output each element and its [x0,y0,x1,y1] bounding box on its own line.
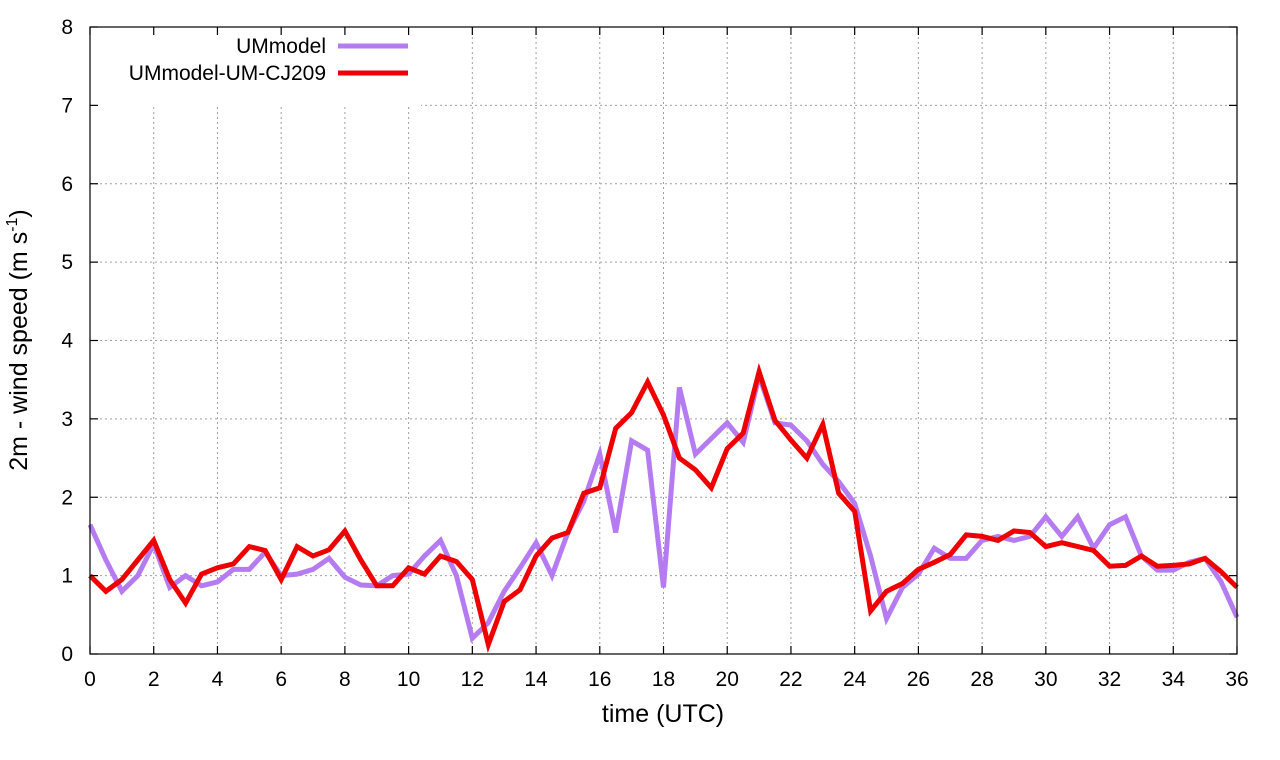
x-tick-label: 34 [1162,668,1186,691]
y-tick-label: 3 [61,408,73,431]
y-tick-labels: 0 1 2 3 4 5 6 7 8 [61,16,73,666]
ticks [89,26,1238,655]
y-tick-label: 4 [61,330,73,353]
x-tick-labels: 0 2 4 6 8 10 12 14 16 18 20 22 24 26 28 30 32 34 36 [84,668,1249,691]
x-tick-label: 8 [339,668,351,691]
x-tick-label: 26 [907,668,930,691]
x-tick-label: 30 [1034,668,1057,691]
x-tick-label: 28 [970,668,993,691]
x-tick-label: 24 [843,668,867,691]
x-tick-label: 16 [588,668,611,691]
x-tick-label: 4 [212,668,224,691]
y-tick-label: 7 [61,94,73,117]
legend-background [91,28,421,106]
y-axis-title-superscript: -1 [4,217,21,231]
legend-label: UMmodel [236,35,326,58]
x-tick-label: 36 [1225,668,1248,691]
x-tick-label: 12 [461,668,484,691]
legend: UMmodel UMmodel-UM-CJ209 [129,35,408,85]
x-tick-label: 10 [397,668,420,691]
x-tick-label: 22 [779,668,802,691]
x-tick-label: 32 [1098,668,1121,691]
x-tick-label: 14 [524,668,548,691]
y-tick-label: 1 [61,565,73,588]
y-tick-label: 2 [61,486,73,509]
y-tick-label: 5 [61,251,73,274]
x-tick-label: 6 [275,668,287,691]
x-tick-label: 0 [84,668,96,691]
legend-label: UMmodel-UM-CJ209 [129,62,326,85]
y-tick-label: 8 [61,16,73,39]
y-axis-title: 2m - wind speed (m s-1) [4,209,33,471]
series-lines [87,362,1240,654]
y-tick-label: 0 [61,643,73,666]
y-axis-title-main: 2m - wind speed (m s [5,232,33,471]
x-axis-title: time (UTC) [602,700,724,728]
y-tick-label: 6 [61,173,73,196]
y-axis-title-end: ) [5,209,33,217]
series-line-2 [88,362,1239,654]
x-tick-label: 18 [652,668,675,691]
x-tick-label: 2 [148,668,160,691]
x-tick-label: 20 [716,668,739,691]
